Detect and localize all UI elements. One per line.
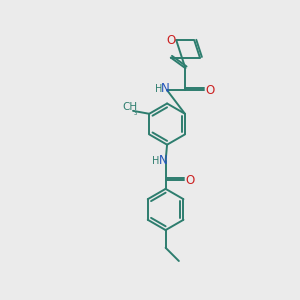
- Text: H: H: [155, 84, 163, 94]
- Text: O: O: [167, 34, 176, 47]
- Text: N: N: [161, 82, 170, 95]
- Text: O: O: [206, 84, 215, 97]
- Text: O: O: [186, 173, 195, 187]
- Text: N: N: [159, 154, 168, 167]
- Text: H: H: [152, 156, 160, 166]
- Text: ₃: ₃: [134, 108, 137, 117]
- Text: CH: CH: [122, 102, 137, 112]
